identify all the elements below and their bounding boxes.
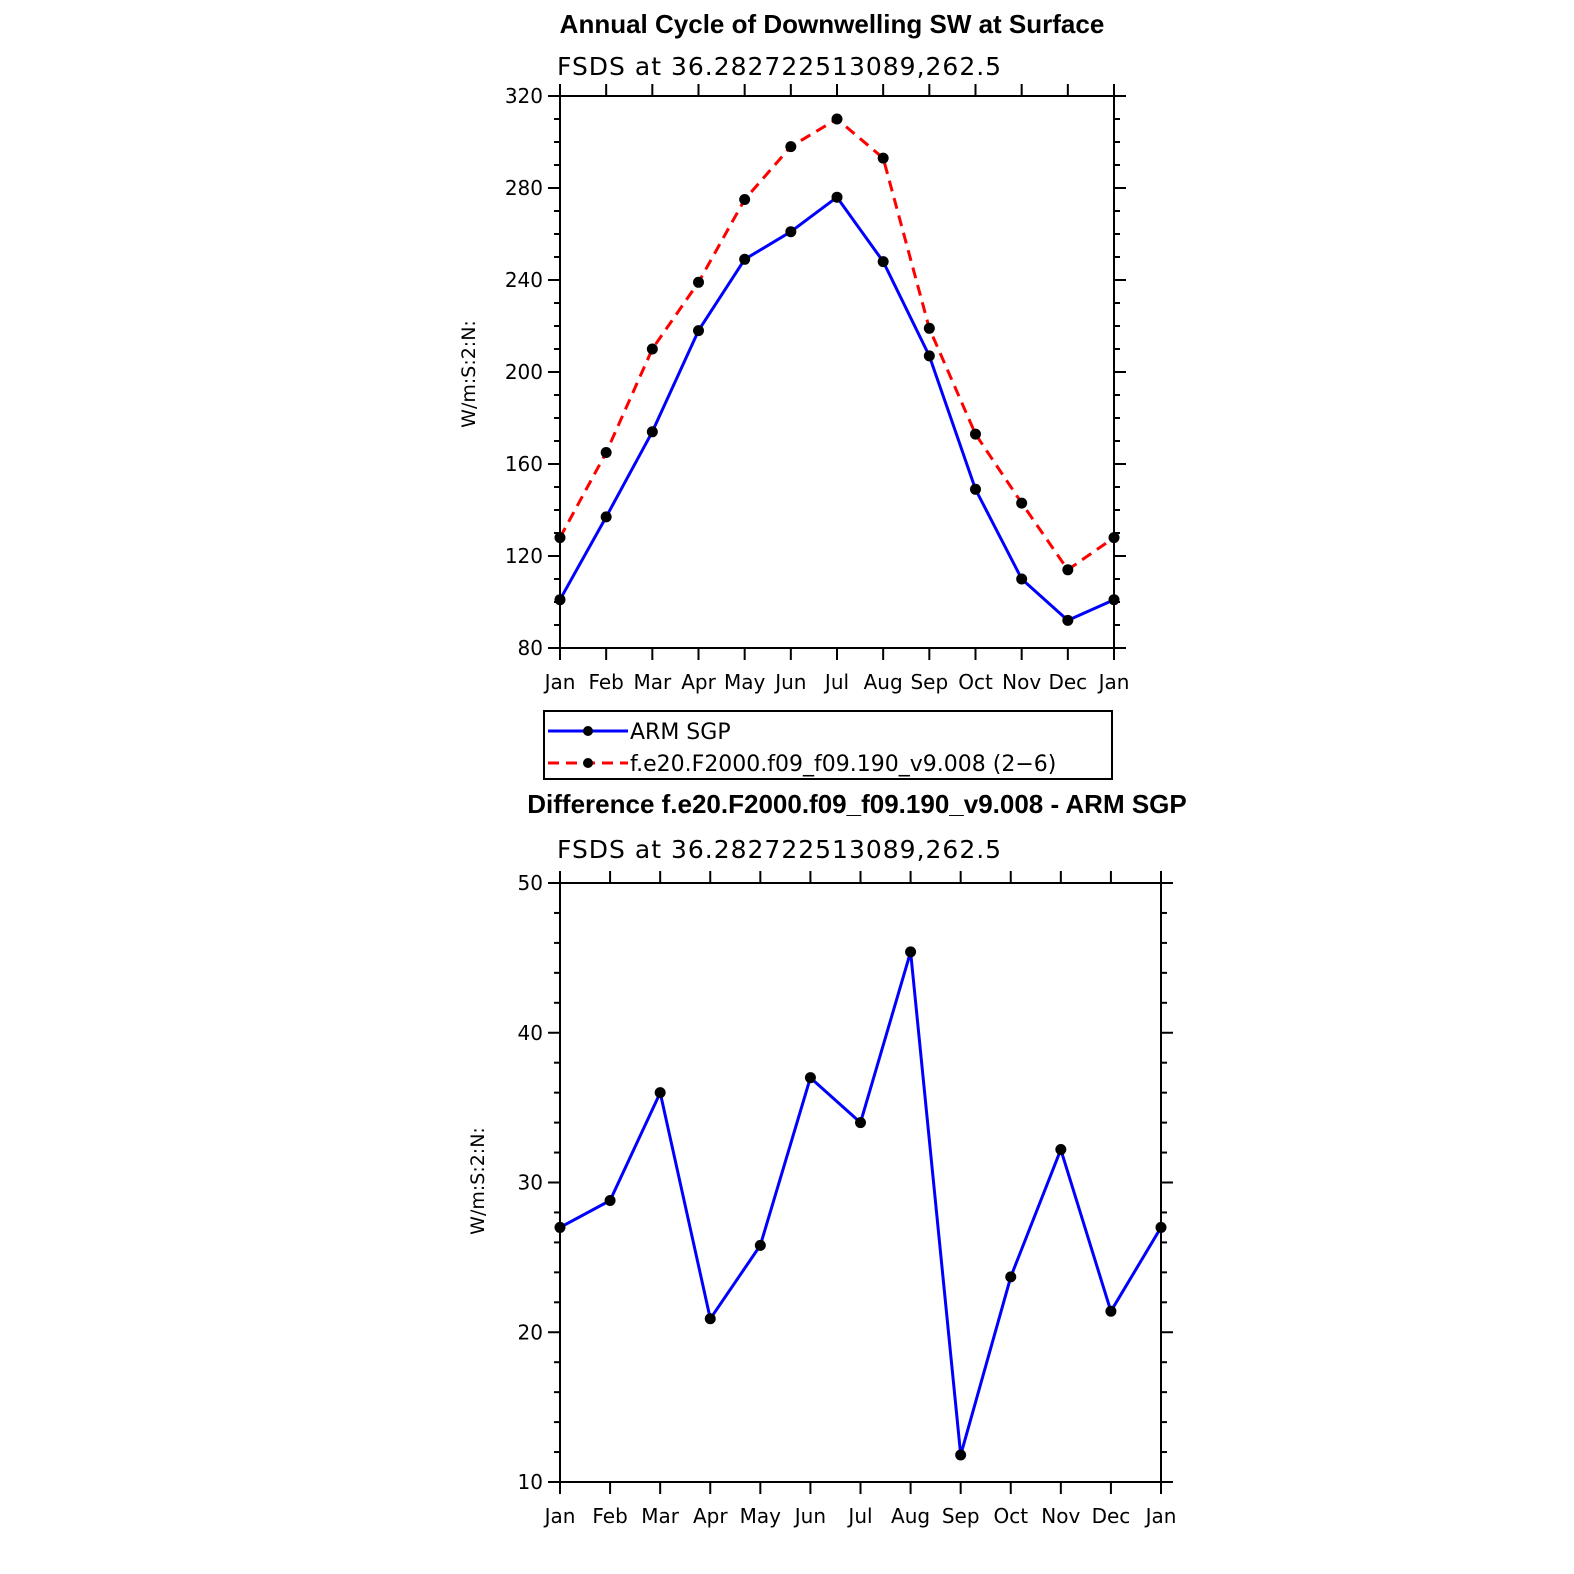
annual-cycle-series-0-point [646, 426, 658, 438]
difference-xtick-label: Oct [993, 1504, 1028, 1528]
annual-cycle-series-0-point [1016, 573, 1028, 585]
legend-marker-arm-sgp [583, 726, 593, 736]
difference-ytick-label: 40 [518, 1021, 543, 1045]
legend-label-arm-sgp: ARM SGP [630, 720, 731, 745]
annual-cycle-plot-area: 80 120 160 200 240 280 320 Jan Feb Mar Apr May Jun Ju… [458, 84, 1129, 694]
difference-series-0-point [955, 1449, 967, 1461]
annual-cycle-series-1-point [1062, 564, 1074, 576]
difference-series-0-point [905, 946, 917, 958]
difference-panel: Difference f.e20.F2000.f09_f09.190_v9.00… [467, 789, 1187, 1528]
difference-series-0-point [1105, 1305, 1117, 1317]
difference-ytick-label: 50 [518, 871, 543, 895]
difference-xtick-label: Sep [942, 1504, 980, 1528]
difference-xtick-label: Nov [1041, 1504, 1080, 1528]
difference-ytick-label: 30 [518, 1171, 543, 1195]
annual-cycle-series-1-point [970, 428, 981, 440]
annual-cycle-xtick-label: Dec [1048, 670, 1087, 694]
annual-cycle-series-0-point [693, 325, 704, 337]
annual-cycle-series-1-point [1108, 532, 1120, 544]
annual-cycle-series-1-point [600, 447, 612, 458]
annual-cycle-series-1-point [646, 343, 658, 355]
difference-xtick-label: Feb [592, 1504, 627, 1528]
annual-cycle-ylabel: W/m:S:2:N: [458, 320, 480, 428]
annual-cycle-series-0-point [554, 594, 566, 606]
difference-series-0-line [559, 950, 1163, 1457]
annual-cycle-series-1-point [554, 532, 566, 544]
annual-cycle-series-1-point [785, 141, 797, 153]
annual-cycle-series-1-point [877, 152, 889, 164]
difference-ylabel: W/m:S:2:N: [467, 1127, 489, 1235]
difference-xtick-label: Jul [846, 1504, 872, 1528]
difference-xtick-label: Aug [891, 1504, 930, 1528]
difference-ytick-label: 20 [518, 1320, 543, 1344]
annual-cycle-ytick-label: 160 [505, 452, 543, 476]
annual-cycle-series-0-point [970, 483, 981, 495]
annual-cycle-series-1-point [923, 322, 935, 334]
annual-cycle-xtick-label: May [724, 670, 766, 694]
difference-xtick-label: Jun [793, 1504, 826, 1528]
annual-cycle-series-1-point [693, 276, 704, 288]
difference-xtick-label: Mar [641, 1504, 680, 1528]
difference-series-0-point [754, 1239, 766, 1251]
annual-cycle-series-1-line [558, 117, 1115, 572]
annual-cycle-series-0-point [1062, 614, 1074, 626]
difference-series-0-point [704, 1313, 716, 1325]
annual-cycle-ytick-label: 200 [505, 360, 543, 384]
annual-cycle-xtick-label: Jun [773, 670, 806, 694]
annual-cycle-ytick-label: 80 [518, 636, 543, 660]
difference-subtitle: FSDS at 36.282722513089,262.5 [557, 835, 1002, 864]
annual-cycle-ytick-label: 120 [505, 544, 543, 568]
legend-box [543, 710, 1113, 780]
legend-marker-model [583, 758, 593, 768]
annual-cycle-xtick-label: Apr [681, 670, 716, 694]
annual-cycle-xtick-label: Jan [543, 670, 576, 694]
annual-cycle-xtick-label: Sep [910, 670, 948, 694]
difference-series-0-point [604, 1194, 616, 1206]
difference-series-0-point [804, 1072, 816, 1084]
annual-cycle-ytick-label: 320 [505, 84, 543, 108]
difference-series-0-point [855, 1117, 866, 1129]
annual-cycle-legend: ARM SGP f.e20.F2000.f09_f09.190_v9.008 (… [543, 710, 1113, 780]
annual-cycle-series-1-point [831, 113, 843, 125]
annual-cycle-panel: Annual Cycle of Downwelling SW at Surfac… [458, 9, 1129, 780]
annual-cycle-series-0-point [831, 191, 843, 203]
difference-series-0-point [654, 1087, 666, 1099]
difference-plot-area: 10 20 30 40 50 Jan Feb Mar Apr May Jun Jul Aug Sep Oct… [467, 871, 1176, 1528]
difference-series-0-point [1155, 1221, 1167, 1233]
annual-cycle-series-0-point [877, 256, 889, 268]
difference-xtick-label: May [740, 1504, 782, 1528]
annual-cycle-series-0-point [739, 253, 751, 265]
annual-cycle-series-1-point [1016, 497, 1028, 509]
difference-series-0-point [1055, 1144, 1067, 1156]
annual-cycle-series-0-point [923, 350, 935, 362]
annual-cycle-series-0-line [558, 195, 1115, 622]
annual-cycle-series-0-point [785, 226, 797, 238]
difference-xtick-label: Jan [1144, 1504, 1177, 1528]
annual-cycle-xtick-label: Aug [864, 670, 903, 694]
annual-cycle-xtick-label: Jan [1097, 670, 1130, 694]
difference-xtick-label: Apr [693, 1504, 728, 1528]
annual-cycle-xtick-label: Jul [823, 670, 849, 694]
annual-cycle-series-1-point [739, 194, 751, 205]
difference-xtick-label: Jan [543, 1504, 576, 1528]
annual-cycle-series-0-point [600, 511, 612, 523]
annual-cycle-ytick-label: 240 [505, 268, 543, 292]
difference-title: Difference f.e20.F2000.f09_f09.190_v9.00… [527, 789, 1187, 819]
annual-cycle-ytick-label: 280 [505, 176, 543, 200]
annual-cycle-xtick-label: Oct [958, 670, 993, 694]
annual-cycle-xtick-label: Nov [1002, 670, 1041, 694]
difference-series-0-point [554, 1221, 566, 1233]
annual-cycle-subtitle: FSDS at 36.282722513089,262.5 [557, 52, 1002, 81]
difference-ytick-label: 10 [518, 1470, 543, 1494]
annual-cycle-series-0-point [1108, 594, 1120, 606]
annual-cycle-title: Annual Cycle of Downwelling SW at Surfac… [560, 9, 1105, 39]
difference-xtick-label: Dec [1092, 1504, 1131, 1528]
legend-label-model: f.e20.F2000.f09_f09.190_v9.008 (2−6) [630, 752, 1056, 777]
difference-series-0-point [1005, 1271, 1017, 1283]
annual-cycle-xtick-label: Mar [633, 670, 672, 694]
annual-cycle-xtick-label: Feb [588, 670, 623, 694]
